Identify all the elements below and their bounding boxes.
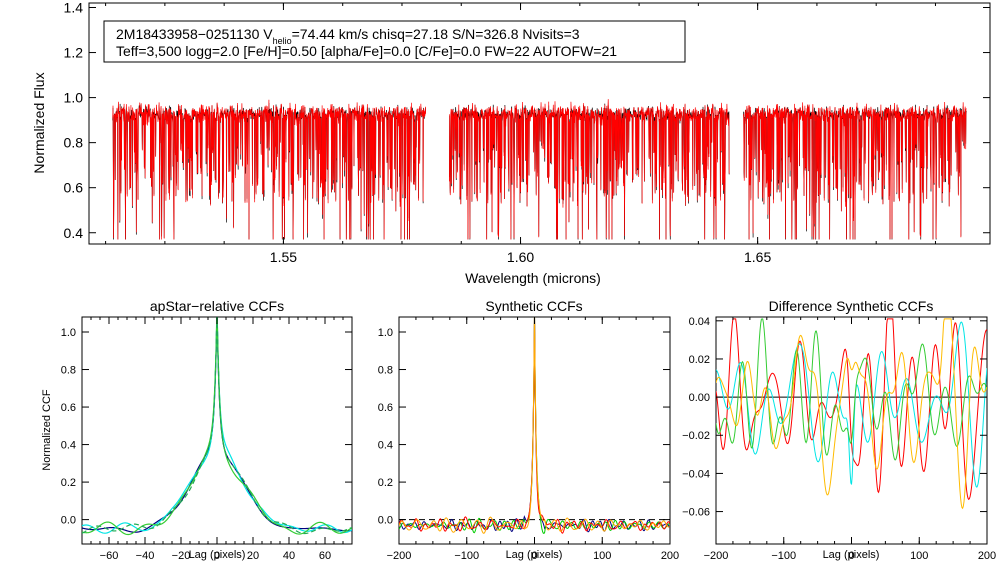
- difference-ccf-line: [716, 318, 987, 510]
- synthetic-ccf-title: Synthetic CCFs: [485, 298, 582, 314]
- apstar-ccf-y-tick-label: 0.4: [61, 440, 76, 452]
- apstar-ccf-y-tick-label: 0.2: [61, 477, 76, 489]
- spectrum-ticks: 1.55 1.60 1.65 0.4 0.6 0.8 1.0 1.2 1.4: [64, 0, 990, 265]
- apstar-ccf-lines: [82, 317, 352, 536]
- apstar-ccf-y-tick-label: 1.0: [61, 327, 76, 339]
- difference-ccf-x-tick-label: 100: [910, 550, 928, 562]
- difference-ccf-x-tick-label: −200: [704, 550, 729, 562]
- synthetic-ccf-x-tick-label: 200: [661, 550, 679, 562]
- synthetic-ccf-line: [399, 317, 670, 534]
- difference-ccf-line: [716, 318, 987, 461]
- apstar-ccf-x-tick-label: −60: [100, 550, 119, 562]
- info-line-1: 2M18433958−0251130 Vhelio=74.44 km/s chi…: [116, 26, 580, 46]
- apstar-ccf-y-tick-label: 0.6: [61, 402, 76, 414]
- synthetic-ccf-y-tick-label: 1.0: [378, 327, 393, 339]
- synthetic-ccf-y-tick-label: 0.2: [378, 477, 393, 489]
- apstar-ccf-ticks: −60 −40 −20 0 20 40 60 0.0 0.2 0.4 0.6 0.8 1.0: [61, 317, 353, 562]
- synthetic-ccf-x-tick-label: −200: [387, 550, 412, 562]
- difference-ccf-lines: [716, 318, 987, 510]
- spectrum-x-axis-label: Wavelength (microns): [465, 270, 601, 286]
- synthetic-ccf-y-tick-label: 0.6: [378, 402, 393, 414]
- spectrum-x-tick-label: 1.65: [744, 249, 771, 265]
- difference-ccf-y-tick-label: 0.04: [689, 316, 710, 328]
- apstar-ccf-y-tick-label: 0.8: [61, 364, 76, 376]
- spectrum-y-axis-label: Normalized Flux: [31, 72, 47, 173]
- difference-ccf-y-tick-label: −0.02: [682, 430, 710, 442]
- synthetic-ccf-line: [399, 317, 670, 534]
- synthetic-ccf-lines: [399, 317, 670, 534]
- synthetic-ccf-x-tick-label: 0: [531, 550, 537, 562]
- info-line-1-subscript: helio: [273, 36, 292, 46]
- difference-ccf-title: Difference Synthetic CCFs: [769, 298, 934, 314]
- spectrum-model-line: [449, 99, 730, 240]
- spectrum-y-tick-label: 0.6: [64, 180, 84, 196]
- spectrum-y-tick-label: 1.2: [64, 45, 84, 61]
- info-line-1-rest: =74.44 km/s chisq=27.18 S/N=326.8 Nvisit…: [292, 26, 580, 42]
- info-line-1-prefix: 2M18433958−0251130 V: [116, 26, 273, 42]
- synthetic-ccf-panel: Synthetic CCFs −200 −100 0 100 200 0.0 0.2 0.4 0…: [378, 298, 679, 562]
- apstar-ccf-x-axis-label: Lag (pixels): [189, 549, 246, 561]
- apstar-ccf-x-tick-label: 20: [247, 550, 259, 562]
- difference-ccf-x-axis-label: Lag (pixels): [823, 549, 880, 561]
- spectrum-x-tick-label: 1.60: [507, 249, 534, 265]
- spectrum-plot-frame: [88, 2, 991, 245]
- spectrum-panel: 1.55 1.60 1.65 0.4 0.6 0.8 1.0 1.2 1.4 2M1843395…: [31, 0, 991, 286]
- difference-ccf-y-tick-label: −0.04: [682, 468, 710, 480]
- synthetic-ccf-y-tick-label: 0.4: [378, 440, 393, 452]
- apstar-ccf-x-tick-label: −40: [136, 550, 155, 562]
- apstar-ccf-line: [82, 317, 352, 536]
- apstar-ccf-line: [82, 317, 352, 535]
- apstar-ccf-title: apStar−relative CCFs: [150, 298, 284, 314]
- difference-ccf-plot-frame: [715, 316, 988, 545]
- difference-ccf-ticks: −200 −100 0 100 200 −0.06 −0.04 −0.02 0.00 0.02 0.…: [682, 316, 996, 562]
- difference-ccf-x-tick-label: 0: [848, 550, 854, 562]
- difference-ccf-y-tick-label: 0.00: [689, 392, 710, 404]
- difference-ccf-x-tick-label: 200: [978, 550, 996, 562]
- spectrum-x-tick-label: 1.55: [270, 249, 297, 265]
- difference-ccf-line: [716, 321, 987, 488]
- spectrum-y-tick-label: 1.4: [64, 0, 84, 16]
- apstar-ccf-plot-frame: [81, 316, 353, 545]
- apstar-ccf-x-tick-label: 40: [283, 550, 295, 562]
- spectrum-model-line: [112, 99, 427, 240]
- synthetic-ccf-y-tick-label: 0.0: [378, 515, 393, 527]
- synthetic-ccf-x-axis-label: Lag (pixels): [506, 549, 563, 561]
- spectrum-lines: [112, 99, 967, 240]
- apstar-ccf-y-tick-label: 0.0: [61, 515, 76, 527]
- synthetic-ccf-x-tick-label: −100: [454, 550, 479, 562]
- apstar-ccf-x-tick-label: −20: [172, 550, 191, 562]
- synthetic-ccf-line: [399, 317, 670, 534]
- synthetic-ccf-ticks: −200 −100 0 100 200 0.0 0.2 0.4 0.6 0.8 1.0: [378, 317, 679, 562]
- apstar-ccf-panel: apStar−relative CCFs −60 −40 −20 0 20 40 60 0.0…: [41, 298, 353, 562]
- spectrum-model-line: [743, 101, 967, 240]
- apstar-ccf-y-axis-label: Normalized CCF: [41, 389, 53, 471]
- spectrum-y-tick-label: 1.0: [64, 90, 84, 106]
- apstar-ccf-x-tick-label: 60: [319, 550, 331, 562]
- apstar-ccf-x-tick-label: 0: [214, 550, 220, 562]
- difference-ccf-y-tick-label: −0.06: [682, 507, 710, 519]
- synthetic-ccf-x-tick-label: 100: [593, 550, 611, 562]
- difference-ccf-x-tick-label: −100: [771, 550, 796, 562]
- spectrum-y-tick-label: 0.4: [64, 225, 84, 241]
- difference-ccf-panel: Difference Synthetic CCFs −200 −100 0 100 20…: [682, 298, 996, 562]
- difference-ccf-line: [716, 318, 987, 501]
- synthetic-ccf-y-tick-label: 0.8: [378, 364, 393, 376]
- difference-ccf-y-tick-label: 0.02: [689, 354, 710, 366]
- spectrum-y-tick-label: 0.8: [64, 135, 84, 151]
- info-box: [103, 20, 686, 63]
- apstar-ccf-line: [82, 317, 352, 534]
- info-line-2: Teff=3,500 logg=2.0 [Fe/H]=0.50 [alpha/F…: [116, 43, 617, 59]
- apstar-ccf-line: [82, 317, 352, 533]
